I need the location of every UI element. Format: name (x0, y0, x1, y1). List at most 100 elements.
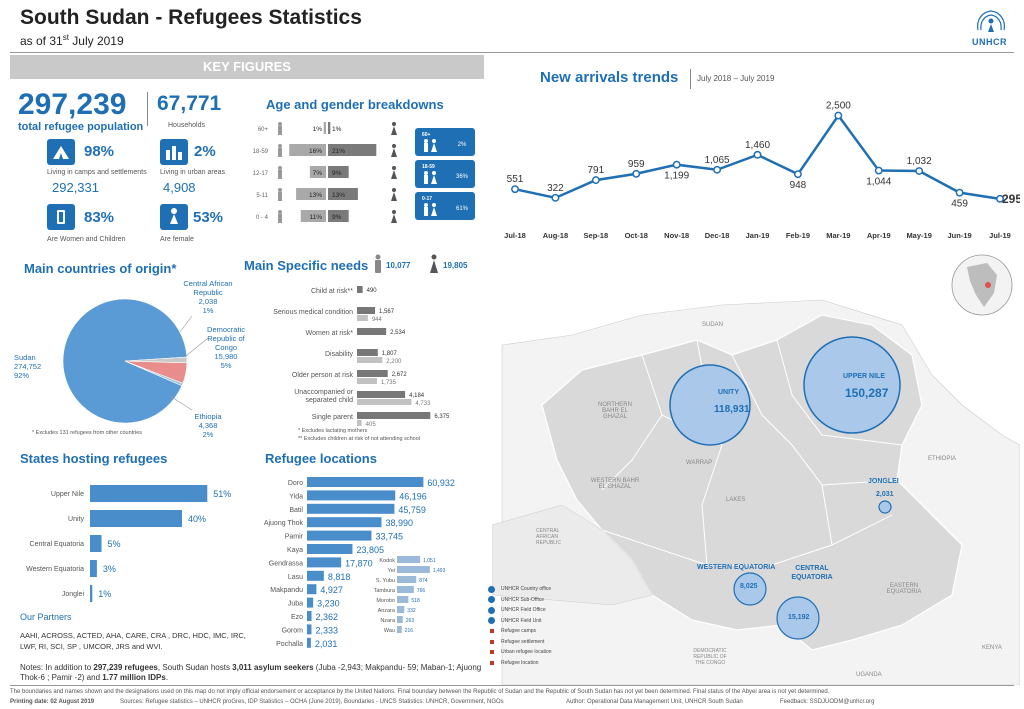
male-person-icon (278, 122, 282, 135)
jonglei-label: JONGLEI (868, 478, 899, 485)
location-value: 38,990 (385, 518, 413, 528)
need-value-a: 2,534 (390, 330, 406, 336)
male-pct-label: 11% (309, 214, 322, 221)
trend-month-label: Apr-19 (867, 231, 891, 240)
central-equatoria-bubble (776, 596, 820, 640)
female-pct-label: 13% (332, 192, 345, 199)
need-value-a: 490 (367, 288, 378, 294)
locations-title: Refugee locations (265, 451, 377, 466)
origin-title: Main countries of origin* (24, 261, 177, 276)
pie-slice (62, 298, 188, 424)
urban-pct: 2% (194, 143, 216, 160)
households-value: 67,771 (157, 92, 222, 115)
male-person-icon (278, 188, 282, 201)
trend-point (874, 166, 883, 175)
pie-label: Democratic (207, 325, 245, 334)
notes-rest: (Juba -2,943; Makpandu- 59; Maban-1; Aju… (20, 663, 482, 682)
trend-value-label: 551 (507, 174, 524, 185)
family-icon (424, 203, 437, 216)
pie-label: Central African (183, 279, 232, 288)
state-value: 51% (213, 489, 231, 499)
upper-nile-bubble (803, 336, 901, 434)
pie-label: 4,368 (199, 421, 218, 430)
state-bar (90, 510, 182, 527)
trend-point (591, 176, 600, 185)
trend-value-label: 1,065 (705, 155, 730, 166)
notes-text: Notes: In addition to 297,239 refugees, … (20, 663, 490, 683)
female-bar (328, 122, 331, 134)
origin-footnote: * Excludes 131 refugees from other count… (32, 430, 143, 436)
western-equatoria-label: WESTERN EQUATORIA (697, 564, 776, 571)
trend-value-label: 459 (951, 199, 968, 210)
central-equatoria-label: CENTRAL EQUATORIA (791, 565, 833, 581)
small-location-label: S. Yubu (376, 578, 395, 584)
male-bar (289, 144, 326, 156)
female-person-icon (391, 166, 397, 179)
central-equatoria-value: 15,192 (788, 614, 810, 621)
map-legend-text: Refugee settlement (501, 638, 545, 645)
location-value: 8,818 (328, 572, 351, 582)
need-bar-a (357, 349, 378, 356)
trend-month-label: Mar-19 (826, 231, 850, 240)
trend-month-label: Jul-18 (504, 231, 526, 240)
pie-label: Congo (215, 343, 237, 352)
footer-divider (10, 685, 1014, 686)
need-bar-a (357, 307, 376, 314)
female-bar (328, 144, 377, 156)
small-location-label: Anzara (378, 608, 396, 614)
trend-point (713, 165, 722, 174)
location-bar (307, 611, 312, 621)
office-icon (488, 585, 495, 593)
trend-month-label: Dec-18 (705, 231, 730, 240)
female-person-icon (391, 188, 397, 201)
need-value-b: 944 (372, 317, 383, 323)
state-label: Unity (68, 516, 84, 523)
trend-value-label: 1,044 (866, 177, 891, 188)
need-label: Unaccompanied or (294, 389, 353, 396)
age-group-label: 60+ (422, 132, 431, 138)
pie-label: 1% (203, 306, 214, 315)
leader-line (185, 337, 209, 357)
logo-text: UNHCR (972, 37, 1007, 47)
map-legend-item: Refugee camps (488, 626, 588, 637)
pie-label: Republic of (207, 334, 245, 343)
map-legend-item: UNHCR Field Unit (488, 616, 588, 627)
age-group-pct: 2% (458, 142, 467, 148)
location-value: 45,759 (398, 505, 426, 515)
small-location-label: Tambura (374, 588, 396, 594)
map-legend-text: Urban refugee location (501, 649, 552, 656)
age-label: 18-59 (253, 149, 269, 155)
trend-month-label: Aug-18 (543, 231, 568, 240)
small-location-bar (397, 626, 402, 633)
needs-note-2: ** Excludes children at risk of not atte… (298, 436, 420, 442)
trend-point (551, 193, 560, 202)
female-bar (328, 188, 358, 200)
trend-month-label: Feb-19 (786, 231, 810, 240)
trend-value-label: 1,199 (664, 171, 689, 182)
small-location-bar (397, 606, 405, 613)
need-bar-a (357, 391, 406, 398)
need-bar-a (357, 370, 388, 377)
small-location-label: Kodok (379, 558, 395, 564)
location-label: Pamir (285, 534, 304, 541)
location-marker-icon (490, 660, 494, 665)
location-bar (307, 570, 324, 581)
location-value: 4,927 (320, 585, 343, 595)
need-value-a: 4,184 (409, 393, 425, 399)
trend-point (996, 194, 1004, 203)
notes-prefix: Notes: In addition to (20, 663, 94, 672)
western-equatoria-value: 8,025 (740, 583, 758, 590)
location-label: Gorom (282, 627, 304, 634)
map-legend-text: Refugee camps (501, 628, 537, 635)
state-label: Central Equatoria (30, 541, 85, 548)
age-group-pct: 36% (456, 174, 469, 180)
trend-point (511, 185, 519, 194)
trend-value-label: 295 (1002, 192, 1020, 206)
office-icon (488, 596, 495, 604)
small-location-value: 766 (417, 588, 426, 594)
camps-pct: 98% (84, 143, 115, 160)
western-equatoria-bubble (733, 572, 767, 606)
small-location-value: 1,051 (423, 558, 436, 564)
leader-line (179, 315, 193, 333)
map-legend-item: Refugee settlement (488, 637, 588, 648)
